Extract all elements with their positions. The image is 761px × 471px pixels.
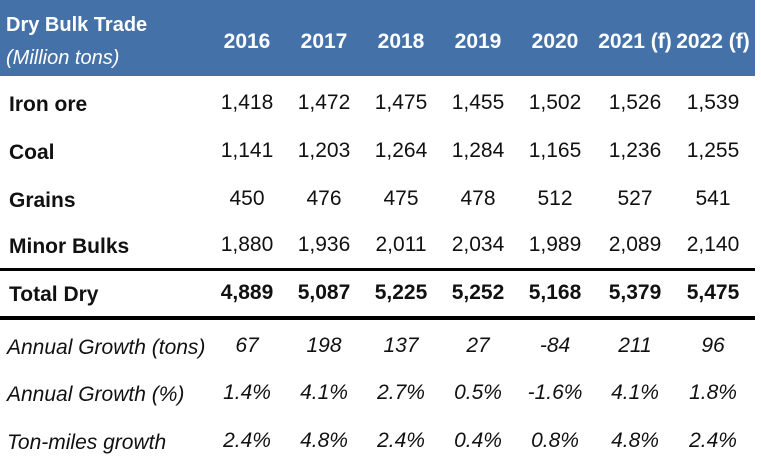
- table-header: Dry Bulk Trade (Million tons) 2016 2017 …: [0, 0, 755, 76]
- row-label: Annual Growth (%): [7, 383, 185, 406]
- year-header-2016: 2016: [223, 30, 271, 53]
- year-header-2021f: 2021 (f): [598, 30, 672, 53]
- cell: 1,455: [451, 91, 505, 114]
- cell: 541: [695, 187, 731, 210]
- cell: 2.4%: [377, 429, 425, 452]
- table-row-annual-growth-pct: Annual Growth (%) 1.4% 4.1% 2.7% 0.5% -1…: [0, 377, 755, 417]
- cell: 1,255: [686, 139, 740, 162]
- year-header-2019: 2019: [454, 30, 502, 53]
- table-row-annual-growth-tons: Annual Growth (tons) 67 198 137 27 -84 2…: [0, 330, 755, 370]
- cell: 2,140: [686, 233, 740, 256]
- year-header-2018: 2018: [377, 30, 425, 53]
- cell: 5,225: [374, 281, 428, 304]
- cell: 1,526: [608, 91, 662, 114]
- cell: 475: [383, 187, 419, 210]
- cell: 476: [306, 187, 342, 210]
- cell: 2,034: [451, 233, 505, 256]
- year-header-2022f: 2022 (f): [676, 30, 750, 53]
- cell: 1,539: [686, 91, 740, 114]
- cell: 1,936: [297, 233, 351, 256]
- cell: 4.1%: [300, 381, 348, 404]
- cell: 67: [235, 334, 259, 357]
- cell: 1,165: [528, 139, 582, 162]
- row-label: Coal: [9, 141, 55, 164]
- cell: 1,880: [220, 233, 274, 256]
- cell: 4.8%: [300, 429, 348, 452]
- cell: 1,203: [297, 139, 351, 162]
- table-unit-subtitle: (Million tons): [6, 47, 120, 69]
- divider-rule-bottom: [0, 316, 755, 320]
- cell: 1.8%: [689, 381, 737, 404]
- cell: -84: [539, 334, 571, 357]
- cell: 4,889: [220, 281, 274, 304]
- table-row-iron-ore: Iron ore 1,418 1,472 1,475 1,455 1,502 1…: [0, 87, 755, 127]
- cell: 2.7%: [377, 381, 425, 404]
- cell: 137: [383, 334, 419, 357]
- cell: 2,089: [608, 233, 662, 256]
- cell: 0.5%: [454, 381, 502, 404]
- cell: 5,252: [451, 281, 505, 304]
- cell: 211: [618, 334, 652, 357]
- cell: 1,475: [374, 91, 428, 114]
- row-label: Iron ore: [9, 93, 88, 116]
- cell: 5,168: [528, 281, 582, 304]
- cell: 1,989: [528, 233, 582, 256]
- cell: 96: [701, 334, 725, 357]
- row-label: Total Dry: [9, 283, 99, 306]
- cell: 1.4%: [223, 381, 271, 404]
- table-row-coal: Coal 1,141 1,203 1,264 1,284 1,165 1,236…: [0, 135, 755, 175]
- cell: -1.6%: [527, 381, 583, 404]
- cell: 4.1%: [611, 381, 659, 404]
- cell: 5,379: [608, 281, 662, 304]
- cell: 2,011: [375, 233, 427, 256]
- cell: 4.8%: [611, 429, 659, 452]
- cell: 527: [617, 187, 653, 210]
- cell: 198: [306, 334, 342, 357]
- cell: 1,264: [374, 139, 428, 162]
- table-row-grains: Grains 450 476 475 478 512 527 541: [0, 183, 755, 223]
- year-header-2017: 2017: [300, 30, 348, 53]
- cell: 5,087: [297, 281, 351, 304]
- row-label: Grains: [9, 189, 76, 212]
- cell: 1,284: [451, 139, 505, 162]
- cell: 2.4%: [689, 429, 737, 452]
- cell: 0.8%: [531, 429, 579, 452]
- cell: 27: [466, 334, 490, 357]
- table-row-ton-miles-growth: Ton-miles growth 2.4% 4.8% 2.4% 0.4% 0.8…: [0, 425, 755, 465]
- cell: 512: [537, 187, 573, 210]
- row-label: Annual Growth (tons): [7, 336, 206, 359]
- cell: 1,236: [608, 139, 662, 162]
- table-row-minor-bulks: Minor Bulks 1,880 1,936 2,011 2,034 1,98…: [0, 229, 755, 269]
- cell: 478: [460, 187, 496, 210]
- cell: 2.4%: [223, 429, 271, 452]
- cell: 0.4%: [454, 429, 502, 452]
- cell: 1,472: [297, 91, 351, 114]
- row-label: Ton-miles growth: [7, 431, 167, 454]
- cell: 1,502: [528, 91, 582, 114]
- cell: 5,475: [686, 281, 740, 304]
- divider-rule-top: [0, 268, 755, 271]
- row-label: Minor Bulks: [9, 235, 130, 258]
- table-title: Dry Bulk Trade: [6, 14, 148, 36]
- year-header-2020: 2020: [531, 30, 579, 53]
- table-row-total-dry: Total Dry 4,889 5,087 5,225 5,252 5,168 …: [0, 277, 755, 317]
- cell: 450: [229, 187, 265, 210]
- cell: 1,141: [220, 139, 274, 162]
- cell: 1,418: [220, 91, 274, 114]
